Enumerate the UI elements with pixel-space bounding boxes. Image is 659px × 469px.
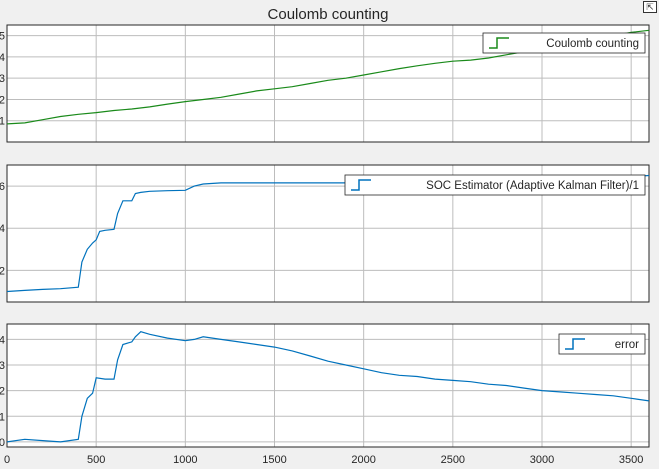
y-tick-label: 3 — [0, 360, 5, 372]
legend-box — [482, 32, 646, 54]
y-tick-label: 4 — [0, 223, 5, 235]
x-tick-label: 1000 — [173, 454, 197, 466]
series-line-3-1 — [7, 331, 649, 443]
chart-title: Coulomb counting — [268, 6, 389, 23]
x-tick-label: 2000 — [351, 454, 375, 466]
y-tick-label: 6 — [0, 181, 5, 193]
plot-border — [6, 24, 650, 143]
y-tick-label: 4 — [0, 52, 5, 64]
y-tick-label: 3 — [0, 73, 5, 85]
legend-label: SOC Estimator (Adaptive Kalman Filter)/1 — [426, 180, 639, 192]
legend-box — [344, 174, 646, 196]
y-tick-label: 0 — [0, 437, 5, 449]
y-tick-label: 1 — [0, 116, 5, 128]
y-tick-label: 2 — [0, 94, 5, 106]
y-tick-label: 2 — [0, 265, 5, 277]
legend-label: Coulomb counting — [546, 38, 639, 50]
x-tick-label: 3000 — [530, 454, 554, 466]
legend-swatch — [565, 338, 585, 350]
plot-border — [6, 323, 650, 448]
legend-swatch — [351, 179, 371, 191]
y-tick-label: 1 — [0, 411, 5, 423]
x-tick-label: 3500 — [619, 454, 643, 466]
plot-border — [6, 164, 650, 303]
plot-panel-3: 0 1 2 3 4 0 500 1000 1500 2000 2500 3000 3500 error — [0, 323, 650, 466]
plot-panel-2: 2 4 6 SOC Estimator (Adaptive Kalman Filter… — [0, 164, 650, 303]
x-tick-label: 500 — [87, 454, 105, 466]
x-tick-label: 1500 — [262, 454, 286, 466]
y-tick-label: 2 — [0, 386, 5, 398]
y-tick-label: 4 — [0, 334, 5, 346]
undock-icon[interactable]: ⇱ — [643, 1, 657, 13]
x-tick-label: 0 — [4, 454, 10, 466]
plot-panel-1: 1 2 3 4 5 Coulomb counting — [0, 24, 650, 143]
y-tick-label: 5 — [0, 31, 5, 43]
legend-swatch — [489, 37, 509, 49]
x-tick-label: 2500 — [441, 454, 465, 466]
plot-area — [6, 323, 650, 448]
legend-label: error — [615, 339, 639, 351]
